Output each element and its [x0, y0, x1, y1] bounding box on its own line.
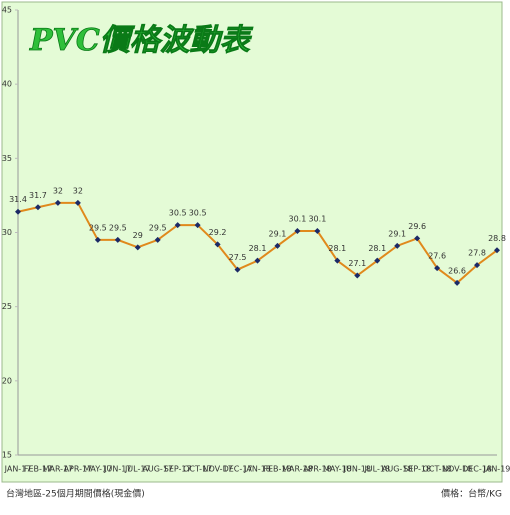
- x-tick-label: JAN-19: [483, 465, 510, 474]
- x-tick-label: JAN-17: [4, 465, 32, 474]
- data-point: [314, 228, 321, 235]
- data-label: 29.1: [269, 229, 287, 238]
- data-point: [114, 236, 121, 243]
- data-point: [294, 228, 301, 235]
- data-label: 28.1: [368, 244, 386, 253]
- data-label: 29.5: [89, 223, 107, 232]
- data-label: 29: [133, 231, 143, 240]
- x-tick-label: MAR-18: [282, 465, 313, 474]
- y-tick-label: 25: [2, 302, 12, 311]
- y-tick-label: 35: [2, 154, 12, 163]
- data-point: [254, 257, 261, 264]
- data-label: 28.1: [328, 244, 346, 253]
- data-label: 29.6: [408, 222, 426, 231]
- x-tick-label: APR-18: [303, 465, 332, 474]
- data-label: 26.6: [448, 266, 466, 275]
- source-note: 台灣地區-25個月期間價格(現金價): [6, 488, 145, 500]
- data-point: [434, 265, 441, 272]
- data-label: 32: [53, 186, 63, 195]
- x-tick-label: FEB-18: [263, 465, 291, 474]
- data-point: [34, 204, 41, 211]
- data-point: [94, 236, 101, 243]
- data-label: 31.7: [29, 191, 47, 200]
- x-tick-label: JUN-18: [343, 465, 371, 474]
- data-label: 30.5: [169, 209, 187, 218]
- data-point: [194, 222, 201, 229]
- data-point: [174, 222, 181, 229]
- x-tick-label: AUG-18: [382, 465, 413, 474]
- data-point: [454, 279, 461, 286]
- data-label: 27.5: [229, 253, 247, 262]
- x-tick-label: DEC-18: [462, 465, 492, 474]
- data-point: [354, 272, 361, 279]
- data-label: 30.5: [189, 209, 207, 218]
- x-tick-label: JAN-18: [243, 465, 271, 474]
- x-tick-label: JUN-17: [103, 465, 131, 474]
- data-point: [414, 235, 421, 242]
- data-point: [274, 242, 281, 249]
- data-point: [54, 199, 61, 206]
- x-tick-label: MAR-17: [43, 465, 74, 474]
- data-label: 29.5: [149, 223, 167, 232]
- data-label: 27.8: [468, 249, 486, 258]
- x-tick-label: MAY-17: [83, 465, 112, 474]
- x-tick-label: OCT-17: [183, 465, 212, 474]
- data-point: [154, 236, 161, 243]
- data-point: [474, 262, 481, 269]
- plot-area: [1, 1, 503, 483]
- data-point: [494, 247, 500, 254]
- x-tick-label: NOV-17: [202, 465, 232, 474]
- x-tick-label: JUL-17: [124, 465, 151, 474]
- data-label: 29.1: [388, 229, 406, 238]
- x-tick-label: FEB-17: [24, 465, 52, 474]
- x-tick-label: JUL-18: [363, 465, 390, 474]
- y-tick-label: 20: [2, 376, 12, 385]
- data-point: [374, 257, 381, 264]
- data-label: 27.1: [348, 259, 366, 268]
- x-tick-label: APR-17: [64, 465, 93, 474]
- x-tick-label: NOV-18: [442, 465, 472, 474]
- data-label: 28.8: [488, 234, 506, 243]
- y-tick-label: 40: [2, 80, 12, 89]
- x-tick-label: SEP-18: [403, 465, 431, 474]
- x-tick-label: AUG-17: [142, 465, 173, 474]
- data-label: 29.5: [109, 223, 127, 232]
- y-tick-label: 15: [2, 451, 12, 460]
- data-point: [74, 199, 81, 206]
- data-label: 29.2: [209, 228, 227, 237]
- data-label: 31.4: [9, 195, 27, 204]
- data-point: [234, 266, 241, 273]
- data-point: [214, 241, 221, 248]
- chart-title: PVC價格波動表: [29, 23, 254, 58]
- x-tick-label: SEP-17: [164, 465, 192, 474]
- y-tick-label: 30: [2, 228, 12, 237]
- unit-note: 價格：台幣/KG: [441, 488, 502, 500]
- data-label: 28.1: [249, 244, 267, 253]
- data-label: 27.6: [428, 252, 446, 261]
- x-tick-label: MAY-18: [323, 465, 352, 474]
- data-label: 30.1: [289, 215, 307, 224]
- data-point: [334, 257, 341, 264]
- x-tick-label: DEC-17: [223, 465, 253, 474]
- data-point: [394, 242, 401, 249]
- y-tick-label: 45: [2, 6, 12, 15]
- data-label: 32: [73, 186, 83, 195]
- x-tick-label: OCT-18: [423, 465, 452, 474]
- data-point: [134, 244, 141, 251]
- data-point: [15, 208, 21, 215]
- data-label: 30.1: [308, 215, 326, 224]
